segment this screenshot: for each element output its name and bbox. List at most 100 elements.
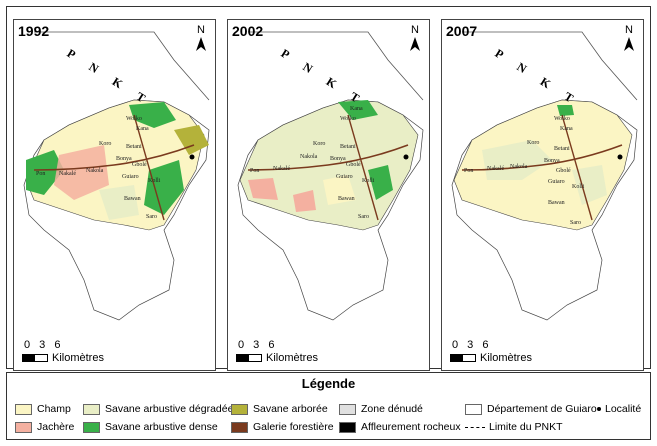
legend-item-galerie: Galerie forestière — [231, 421, 334, 433]
scale-bar: 0 3 6 Kilomètres — [22, 339, 104, 364]
map-2007: Wolko Kana Koro Betani Pon Nakalé Nakola… — [451, 31, 638, 321]
locality-label: Guiaro — [336, 174, 353, 180]
locality-label: Gbolé — [556, 168, 571, 174]
legend-item-savane-dense: Savane arbustive dense — [83, 421, 218, 433]
scale-unit: Kilomètres — [52, 352, 104, 364]
locality-label: Gbolé — [132, 162, 147, 168]
legend-swatch — [339, 421, 356, 433]
map-panel-2002: Wolko Kana Koro Betani Pon Nakalé Nakola… — [227, 19, 430, 371]
legend-item-zone-denude: Zone dénudé — [339, 403, 423, 415]
locality-label: Saro — [358, 214, 369, 220]
scale-unit: Kilomètres — [266, 352, 318, 364]
dense-savanna-patch — [129, 102, 176, 128]
pnkt-boundary-line — [248, 31, 424, 101]
legend-label: Limite du PNKT — [489, 421, 563, 433]
locality-label: Nakalé — [273, 166, 290, 172]
north-arrow-icon — [196, 37, 206, 51]
gallery-forest — [247, 144, 409, 171]
scale-unit: Kilomètres — [480, 352, 532, 364]
legend-title: Légende — [301, 376, 356, 391]
pnkt-boundary-line — [34, 31, 210, 101]
locality-label: Nakola — [300, 154, 318, 160]
scale-bar: 0 3 6 Kilomètres — [236, 339, 318, 364]
locality-label: Nakola — [86, 168, 104, 174]
gallery-forest — [33, 144, 195, 171]
legend-label: Zone dénudé — [361, 403, 423, 415]
legend-swatch — [83, 403, 100, 415]
locality-label: Bonya — [544, 158, 560, 164]
locality-label: Betani — [554, 146, 570, 152]
legend-label: Département de Guiaro — [487, 403, 597, 415]
fallow-patch — [248, 178, 278, 200]
north-arrow-icon — [624, 37, 634, 51]
map-1992: Wolko Kana Koro Betani Pon Nakalé Nakola… — [23, 31, 210, 321]
gallery-forest — [347, 114, 379, 221]
locality-label: Pon — [250, 168, 259, 174]
locality-label: Bonya — [330, 156, 346, 162]
locality-label: Kolli — [148, 178, 161, 184]
scale-bar-graphic — [450, 354, 476, 362]
legend-swatch — [465, 403, 482, 415]
locality-label: Bawan — [124, 196, 141, 202]
legend-label: Jachère — [37, 421, 75, 433]
legend-item-limite-pnkt: Limite du PNKT — [465, 421, 563, 433]
legend-label: Savane arbustive dégradée — [105, 403, 234, 415]
locality-label: Nakalé — [59, 171, 76, 177]
legend-label: Localité — [605, 403, 642, 415]
north-label: N — [625, 24, 633, 36]
gallery-forest — [133, 114, 165, 221]
locality-label: Saro — [146, 214, 157, 220]
locality-label: Koro — [527, 140, 539, 146]
legend-item-localite: Localité — [597, 403, 641, 415]
scale-bar-graphic — [22, 354, 48, 362]
map-2002: Wolko Kana Koro Betani Pon Nakalé Nakola… — [237, 31, 424, 321]
degraded-savanna-patch — [99, 185, 139, 220]
legend-swatch — [231, 403, 248, 415]
legend-item-jachere: Jachère — [15, 421, 74, 433]
degraded-savanna-patch — [572, 165, 607, 205]
legend-swatch — [15, 421, 32, 433]
legend-item-savane-arboree: Savane arborée — [231, 403, 328, 415]
scale-numbers: 0 3 6 — [24, 339, 64, 351]
scale-bar: 0 3 6 Kilomètres — [450, 339, 532, 364]
map-year: 2002 — [232, 23, 264, 39]
legend-label: Savane arborée — [253, 403, 328, 415]
pnkt-boundary-line — [462, 31, 638, 101]
scale-numbers: 0 3 6 — [452, 339, 492, 351]
dense-savanna-patch — [557, 105, 574, 116]
locality-label: Guiaro — [122, 174, 139, 180]
locality-label: Pon — [36, 171, 45, 177]
wooded-savanna-patch — [174, 125, 209, 155]
locality-label: Gbolé — [346, 162, 361, 168]
legend-swatch — [339, 403, 356, 415]
rock-outcrop — [403, 154, 409, 160]
locality-label: Bonya — [116, 156, 132, 162]
legend-label: Affleurement rocheux — [361, 421, 461, 433]
locality-label: Guiaro — [548, 179, 565, 185]
map-panel-1992: Wolko Kana Koro Betani Pon Nakalé Nakola… — [13, 19, 216, 371]
rock-outcrop — [189, 154, 195, 160]
scale-numbers: 0 3 6 — [238, 339, 278, 351]
locality-label: Kana — [350, 106, 363, 112]
locality-label: Kolli — [572, 184, 585, 190]
fallow-patch — [54, 145, 109, 200]
north-label: N — [197, 24, 205, 36]
locality-label: Betani — [340, 144, 356, 150]
legend: Légende Champ Jachère Savane arbustive d… — [6, 372, 651, 440]
legend-label: Savane arbustive dense — [105, 421, 218, 433]
dense-savanna-patch — [26, 150, 64, 195]
north-label: N — [411, 24, 419, 36]
fallow-patch — [293, 190, 316, 212]
legend-item-affleurement: Affleurement rocheux — [339, 421, 461, 433]
dot-icon — [597, 407, 601, 411]
locality-label: Saro — [570, 220, 581, 226]
legend-label: Champ — [37, 403, 71, 415]
north-arrow: N — [409, 24, 421, 51]
locality-label: Bawan — [548, 200, 565, 206]
locality-label: Pon — [464, 168, 473, 174]
north-arrow: N — [623, 24, 635, 51]
dashed-line-icon — [465, 426, 485, 428]
locality-label: Kolli — [362, 178, 375, 184]
degraded-savanna-patch — [482, 140, 552, 180]
legend-swatch — [83, 421, 100, 433]
